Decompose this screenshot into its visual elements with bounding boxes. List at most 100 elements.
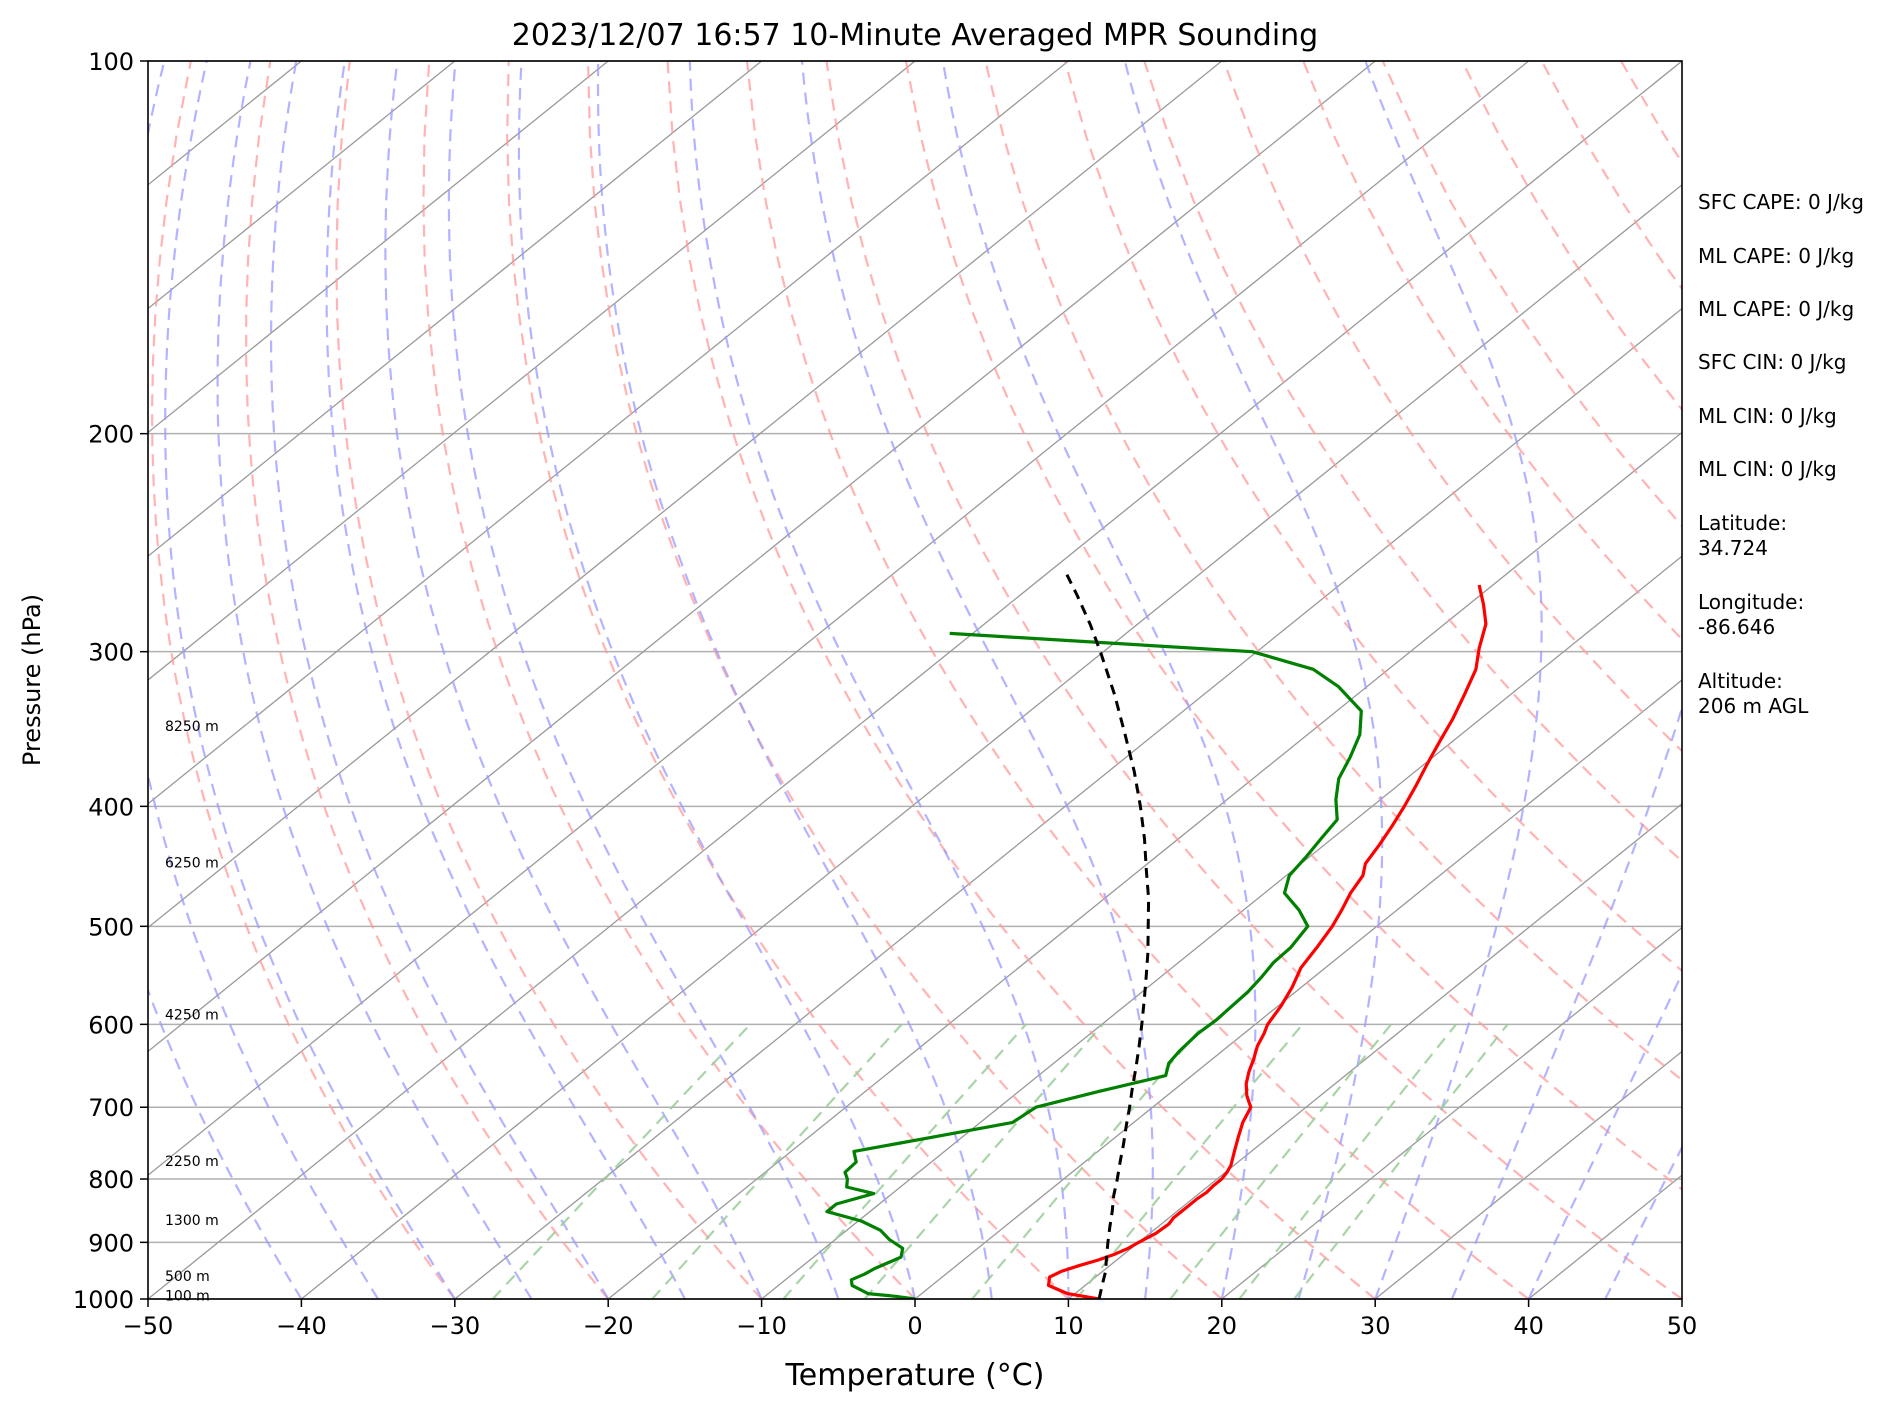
moist-adiabat-line [325,61,686,1299]
isotherm-line [148,61,456,310]
chart-title: 2023/12/07 16:57 10-Minute Averaged MPR … [512,18,1318,53]
parcel-profile [1065,574,1151,1299]
height-label: 8250 m [165,719,219,735]
annotation-text: ML CIN: 0 J/kg [1698,457,1837,481]
x-tick-label: 50 [1667,1312,1698,1340]
mixing-ratio-line [782,1023,1027,1299]
isotherm-line [148,61,916,681]
y-tick-label: 1000 [73,1286,134,1314]
annotation-text: Altitude: 206 m AGL [1698,669,1809,718]
x-tick-label: −40 [276,1312,327,1340]
moist-adiabat-line [800,61,1154,1299]
dry-adiabat-line [150,61,456,1299]
moist-adiabat-line [596,61,993,1299]
moist-adiabat-line [688,61,1070,1299]
isotherm-line [454,307,1682,1299]
isotherm-line [761,555,1682,1299]
x-tick-label: −10 [736,1312,787,1340]
height-label: 4250 m [165,1007,219,1023]
height-label: 100 m [165,1288,210,1304]
dry-adiabat-line [904,61,1682,1191]
isotherm-line [607,431,1682,1299]
isotherm-line [1067,802,1682,1299]
isotherm-line [148,61,1530,1177]
height-label: 1300 m [165,1213,219,1229]
y-tick-label: 300 [88,639,134,667]
y-tick-label: 800 [88,1166,134,1194]
mixing-ratio-line [491,1023,751,1299]
x-tick-label: −50 [123,1312,174,1340]
x-tick-label: 30 [1360,1312,1391,1340]
dry-adiabat-line [245,61,610,1299]
x-tick-label: 10 [1053,1312,1084,1340]
moist-adiabat-line [1364,61,1543,1299]
y-tick-label: 900 [88,1229,134,1257]
annotation-text: SFC CAPE: 0 J/kg [1698,190,1864,214]
dewpoint-profile [825,631,1363,1299]
isotherm-line [148,61,1069,805]
moist-adiabat-line [941,61,1257,1299]
isotherm-line [148,61,1223,929]
dry-adiabat-line [745,61,1530,1299]
moist-adiabat-line [517,61,917,1299]
isotherm-line [914,679,1682,1299]
moist-adiabat-line [1450,61,1682,1299]
mixing-ratio-line [971,1023,1206,1299]
x-axis-label: Temperature (°C) [785,1358,1045,1393]
x-tick-label: 0 [907,1312,922,1340]
dry-adiabat-line [666,61,1376,1299]
y-tick-label: 200 [88,421,134,449]
y-tick-label: 700 [88,1094,134,1122]
dry-adiabat-line [587,61,1223,1299]
moist-adiabat-line [164,61,456,1299]
moist-adiabat-line [1123,61,1384,1299]
dry-adiabat-line [422,61,916,1299]
mixing-ratio-line [1293,1023,1509,1299]
isotherm-line [148,61,1376,1053]
mixing-ratio-line [1238,1023,1457,1299]
isotherm-line [148,61,763,558]
dry-adiabat-line [825,61,1682,1299]
isotherm-line [300,183,1682,1299]
annotation-text: Longitude: -86.646 [1698,590,1805,639]
height-labels: 8250 m 6250 m 4250 m 2250 m 1300 m 500 m 100 m [165,719,219,1304]
height-label: 2250 m [165,1154,219,1170]
x-tick-label: −30 [429,1312,480,1340]
sounding-profiles [825,574,1488,1299]
mixing-ratio-line [651,1023,903,1299]
annotation-text: ML CAPE: 0 J/kg [1698,297,1855,321]
y-axis-label: Pressure (hPa) [18,594,46,766]
moist-adiabat-line [447,61,840,1299]
x-tick-label: −20 [583,1312,634,1340]
dry-adiabat-line [984,61,1682,1082]
dry-adiabat-line [1859,61,1893,1299]
y-tick-label: 500 [88,913,134,941]
y-tick-label: 400 [88,793,134,821]
dry-adiabat-line [506,61,1070,1299]
moist-adiabat-line [270,61,610,1299]
temperature-profile [1046,584,1488,1299]
x-tick-label: 20 [1207,1312,1238,1340]
mixing-ratio-line [1075,1023,1304,1299]
annotation-text: ML CAPE: 0 J/kg [1698,244,1855,268]
height-label: 500 m [165,1269,210,1285]
dry-adiabat-line [335,61,763,1299]
annotation-text: Latitude: 34.724 [1698,511,1788,560]
mixing-ratio-line [863,1023,1104,1299]
annotation-text: ML CIN: 0 J/kg [1698,404,1837,428]
moist-adiabat-line [384,61,763,1299]
moist-adiabat-line [216,61,533,1299]
moist-adiabat-line [148,61,380,1299]
axes: −50 −40 −30 −20 −10 0 10 20 30 40 50 100 200 300 400 50… [73,48,1697,1340]
y-tick-label: 600 [88,1011,134,1039]
x-tick-label: 40 [1513,1312,1544,1340]
isotherm-line [148,61,1682,1299]
background-lines [148,61,1893,1299]
y-tick-label: 100 [88,48,134,76]
isotherm-line [1221,926,1682,1299]
annotation-text: SFC CIN: 0 J/kg [1698,350,1847,374]
height-label: 6250 m [165,856,219,872]
mixing-ratio-line [1169,1023,1392,1299]
isotherm-line [148,61,609,434]
